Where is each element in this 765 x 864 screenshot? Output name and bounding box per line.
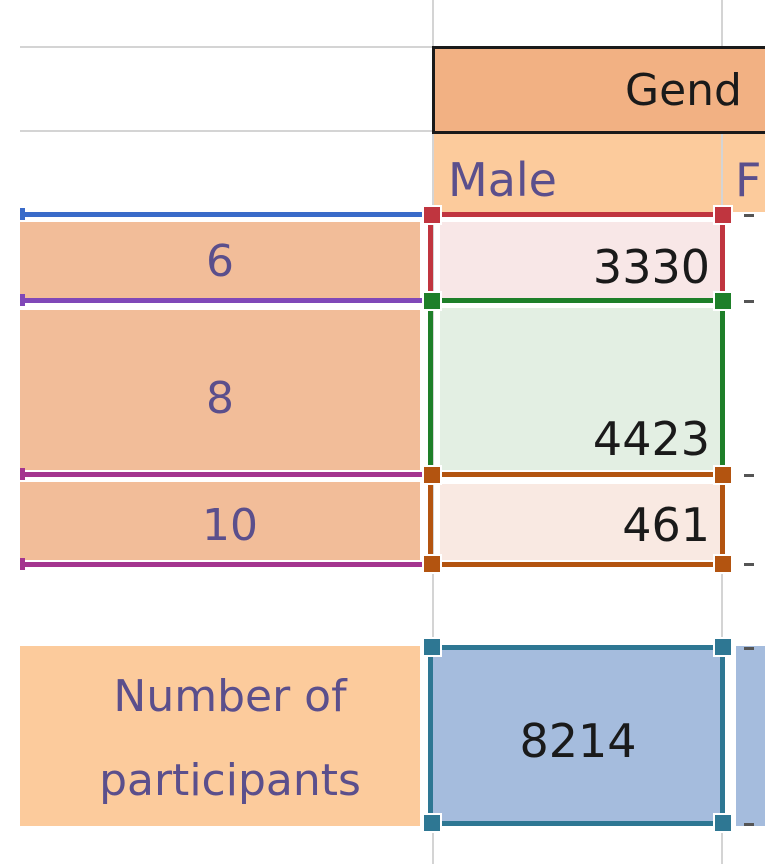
resize-handle[interactable] — [422, 637, 442, 657]
highlight-green-top — [440, 298, 722, 303]
resize-handle[interactable] — [422, 465, 442, 485]
highlight-orange-top — [440, 472, 722, 477]
next-col-header-label: F — [735, 153, 762, 207]
highlight-orange-right — [720, 484, 725, 560]
male-header-cell[interactable]: Male — [434, 134, 721, 212]
row-label-8: 8 — [206, 372, 234, 424]
highlight-purple-mid — [24, 298, 422, 303]
highlight-blue-top — [24, 212, 422, 217]
resize-handle[interactable] — [422, 813, 442, 833]
highlight-orange-left — [428, 484, 433, 560]
resize-handle[interactable] — [713, 637, 733, 657]
highlight-teal-top — [438, 645, 720, 650]
edge-tick — [744, 300, 754, 303]
highlight-magenta-stub — [20, 468, 25, 480]
resize-handle[interactable] — [713, 465, 733, 485]
row-label-cell[interactable]: 6 — [20, 222, 420, 300]
male-value-cell[interactable]: 461 — [440, 484, 720, 560]
male-value-cell[interactable]: 4423 — [440, 308, 720, 470]
next-col-header-cell[interactable]: F — [723, 134, 765, 212]
male-header-label: Male — [448, 153, 557, 207]
resize-handle[interactable] — [422, 205, 442, 225]
gender-header-cell[interactable]: Gend — [432, 46, 765, 134]
total-value-cell[interactable]: 8214 — [432, 646, 724, 826]
total-value-next-cell[interactable] — [736, 646, 765, 826]
row-label-6: 6 — [206, 235, 234, 287]
highlight-blue-stub — [20, 208, 25, 220]
total-label-line2: participants — [99, 754, 361, 806]
highlight-red-right — [720, 222, 725, 298]
highlight-teal-left — [428, 652, 433, 818]
highlight-teal-right — [720, 652, 725, 818]
edge-tick — [744, 214, 754, 217]
gender-header-label: Gend — [625, 64, 742, 116]
resize-handle[interactable] — [713, 813, 733, 833]
male-value-10: 461 — [622, 498, 710, 552]
highlight-teal-bottom — [438, 821, 720, 826]
highlight-red-top — [440, 212, 722, 217]
resize-handle[interactable] — [422, 291, 442, 311]
edge-tick — [744, 647, 754, 650]
highlight-green-left — [428, 308, 433, 470]
edge-tick — [744, 563, 754, 566]
highlight-magenta-bottom — [24, 562, 422, 567]
highlight-magenta-stub — [20, 558, 25, 570]
row-label-cell[interactable]: 10 — [20, 482, 420, 560]
highlight-purple-stub — [20, 294, 25, 306]
row-label-cell[interactable]: 8 — [20, 310, 420, 470]
gridline-row-top — [20, 46, 765, 48]
gridline-col-a — [432, 0, 434, 864]
edge-tick — [744, 474, 754, 477]
resize-handle[interactable] — [713, 205, 733, 225]
highlight-magenta-mid — [24, 472, 422, 477]
total-label-cell[interactable]: Number of participants — [20, 646, 420, 826]
total-value-male: 8214 — [519, 714, 637, 768]
gridline-row-header — [20, 130, 765, 132]
total-label-line1: Number of — [113, 670, 347, 722]
male-value-cell[interactable]: 3330 — [440, 222, 720, 298]
resize-handle[interactable] — [422, 554, 442, 574]
resize-handle[interactable] — [713, 554, 733, 574]
row-label-10: 10 — [202, 499, 258, 551]
highlight-green-right — [720, 308, 725, 470]
highlight-orange-bottom — [440, 562, 722, 567]
male-value-6: 3330 — [592, 240, 710, 294]
male-value-8: 4423 — [592, 412, 710, 466]
highlight-red-left — [428, 222, 433, 298]
edge-tick — [744, 823, 754, 826]
resize-handle[interactable] — [713, 291, 733, 311]
